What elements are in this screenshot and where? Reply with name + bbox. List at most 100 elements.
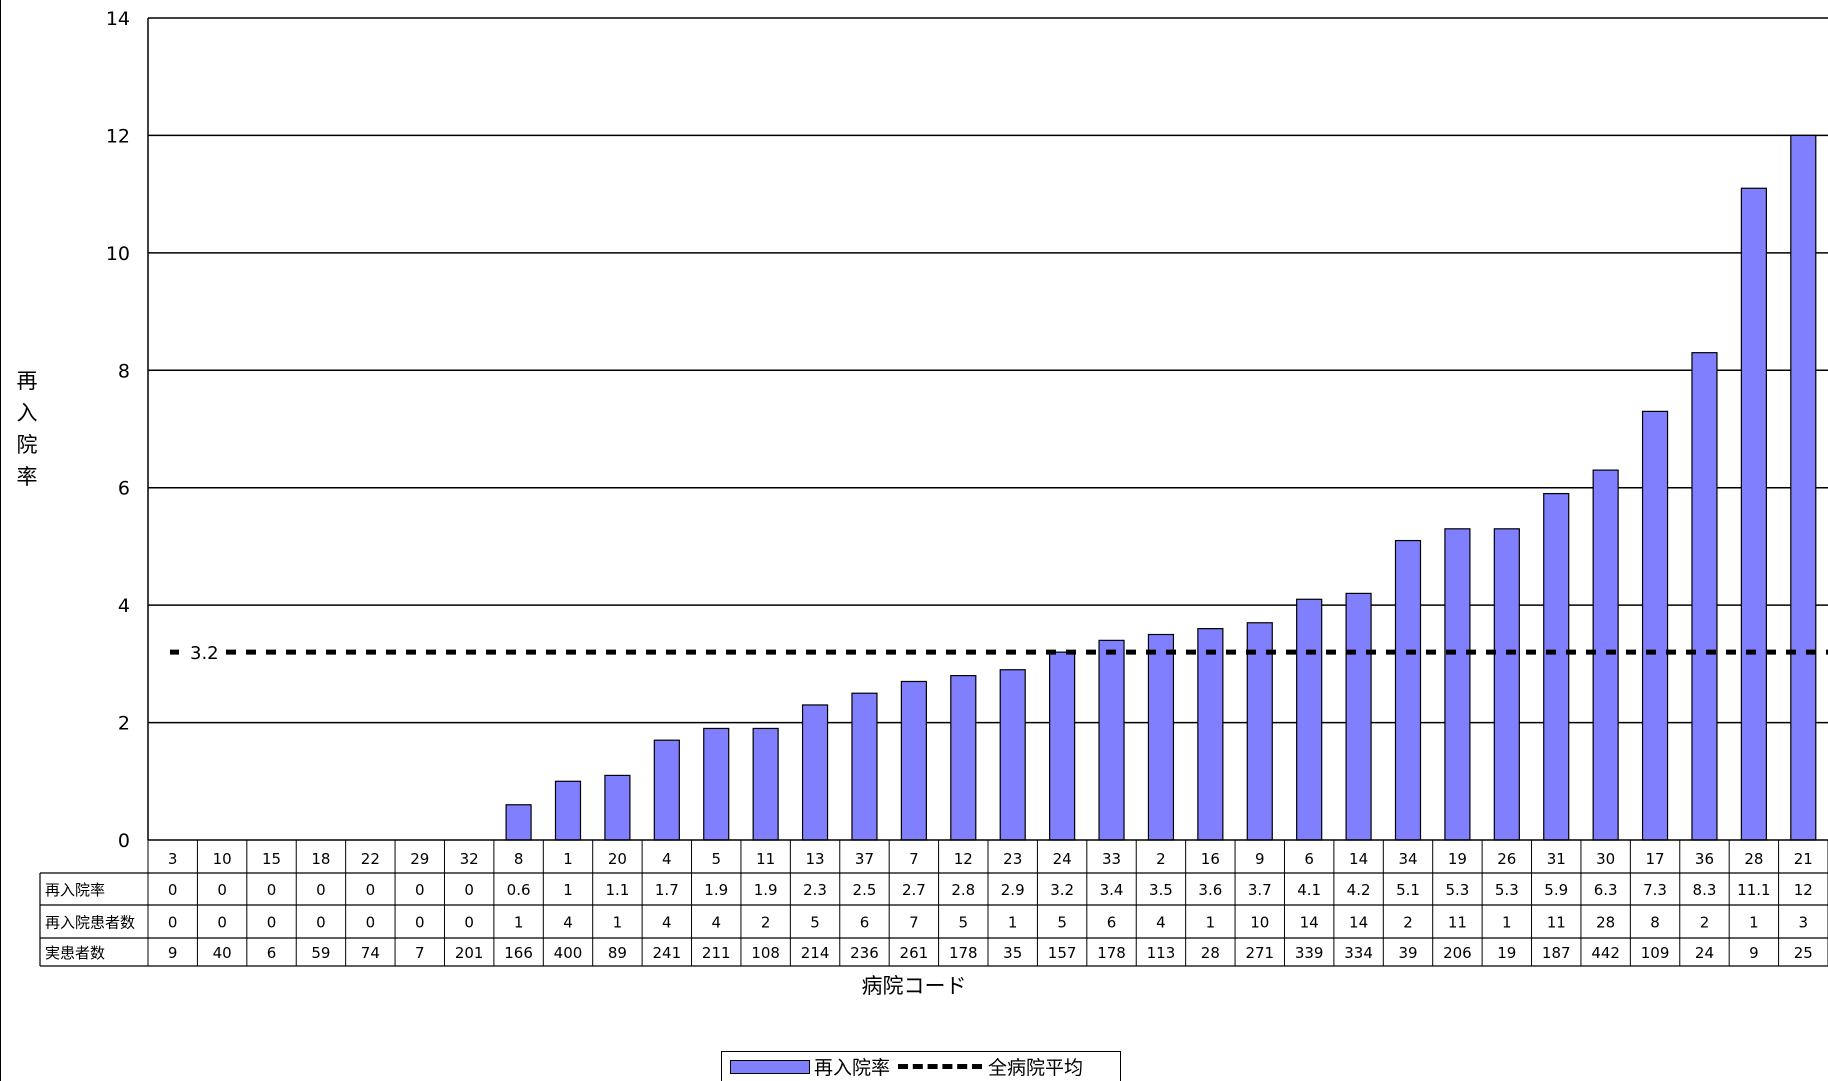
table-cell: 1	[1008, 914, 1018, 932]
table-cell: 1	[1502, 914, 1512, 932]
table-cell: 339	[1295, 944, 1324, 962]
table-cell: 0	[316, 914, 326, 932]
bar-9	[1246, 622, 1273, 841]
category-label: 5	[711, 850, 721, 868]
bar-28	[1740, 187, 1767, 841]
table-cell: 1.1	[605, 881, 629, 899]
y-tick-label: 0	[118, 830, 130, 852]
table-cell: 2	[1700, 914, 1710, 932]
y-tick-label: 4	[118, 595, 130, 617]
bar-6	[1296, 598, 1323, 841]
bar-2	[1147, 633, 1175, 841]
y-tick-label: 6	[118, 478, 130, 500]
bar-30	[1592, 469, 1619, 841]
table-cell: 7	[415, 944, 425, 962]
table-cell: 7.3	[1643, 881, 1667, 899]
table-cell: 442	[1591, 944, 1620, 962]
category-label: 1	[563, 850, 573, 868]
table-cell: 11	[1448, 914, 1467, 932]
table-cell: 0	[366, 881, 376, 899]
table-cell: 14	[1349, 914, 1368, 932]
table-cell: 4.2	[1347, 881, 1371, 899]
x-axis-label: 病院コード	[861, 974, 967, 998]
table-cell: 0	[415, 914, 425, 932]
table-cell: 2	[761, 914, 771, 932]
y-axis-label-char: 再	[16, 369, 38, 393]
table-cell: 2.3	[803, 881, 827, 899]
category-label: 8	[514, 850, 524, 868]
y-tick-label: 12	[106, 125, 130, 147]
table-cell: 0	[366, 914, 376, 932]
table-row-label: 再入院患者数	[45, 914, 135, 932]
table-cell: 2.9	[1001, 881, 1025, 899]
bar-36	[1691, 352, 1718, 841]
table-cell: 2.5	[853, 881, 877, 899]
table-cell: 6	[267, 944, 277, 962]
bars	[505, 134, 1817, 841]
y-tick-label: 2	[118, 713, 130, 735]
table-cell: 0	[217, 914, 227, 932]
table-cell: 400	[554, 944, 583, 962]
table-cell: 4.1	[1297, 881, 1321, 899]
bar-13	[801, 704, 829, 841]
table-cell: 1	[514, 914, 524, 932]
table-cell: 0	[217, 881, 227, 899]
table-cell: 89	[608, 944, 627, 962]
category-label: 29	[410, 850, 429, 868]
table-cell: 178	[949, 944, 978, 962]
category-label: 10	[213, 850, 232, 868]
table-cell: 9	[1749, 944, 1759, 962]
bar-23	[999, 669, 1026, 841]
bar-7	[900, 680, 927, 841]
category-label: 30	[1596, 850, 1615, 868]
table-cell: 211	[702, 944, 731, 962]
bar-4	[653, 739, 680, 841]
table-cell: 2.8	[951, 881, 975, 899]
table-cell: 1	[1206, 914, 1216, 932]
legend-label-average: 全病院平均	[988, 1057, 1084, 1079]
table-cell: 14	[1300, 914, 1319, 932]
bar-33	[1098, 639, 1125, 841]
category-label: 33	[1102, 850, 1121, 868]
table-cell: 3.2	[1050, 881, 1074, 899]
bar-11	[752, 727, 779, 841]
table-cell: 2	[1403, 914, 1413, 932]
category-label: 34	[1398, 850, 1417, 868]
table-cell: 5	[959, 914, 969, 932]
y-tick-labels: 0 2 4 6 8 10 12 14	[106, 8, 130, 852]
table-cell: 1	[613, 914, 623, 932]
bar-19	[1444, 528, 1471, 841]
table-cell: 0	[464, 914, 474, 932]
average-line-label: 3.2	[190, 643, 219, 664]
category-label: 32	[460, 850, 479, 868]
bar-16	[1197, 628, 1224, 841]
category-label: 6	[1304, 850, 1314, 868]
table-cell: 40	[213, 944, 232, 962]
table-cell: 261	[900, 944, 929, 962]
table-row-label: 再入院率	[45, 881, 105, 899]
bar-5	[703, 727, 730, 841]
table-cell: 1.9	[754, 881, 778, 899]
table-cell: 113	[1147, 944, 1176, 962]
table-cell: 0	[464, 881, 474, 899]
category-label: 21	[1794, 850, 1813, 868]
category-label: 12	[954, 850, 973, 868]
table-cell: 157	[1048, 944, 1077, 962]
table-cell: 3	[1799, 914, 1809, 932]
category-label: 9	[1255, 850, 1265, 868]
table-cell: 201	[455, 944, 484, 962]
table-cell: 4	[711, 914, 721, 932]
table-cell: 1	[1749, 914, 1759, 932]
category-label: 24	[1053, 850, 1072, 868]
table-cell: 3.5	[1149, 881, 1173, 899]
bar-31	[1543, 492, 1570, 841]
category-label: 20	[608, 850, 627, 868]
table-cell: 5.3	[1445, 881, 1469, 899]
y-axis-label-char: 入	[16, 401, 38, 425]
table-cell: 5.1	[1396, 881, 1420, 899]
table-cell: 5.3	[1495, 881, 1519, 899]
bar-12	[950, 674, 977, 841]
table-cell: 8	[1650, 914, 1660, 932]
table-cell: 334	[1344, 944, 1373, 962]
